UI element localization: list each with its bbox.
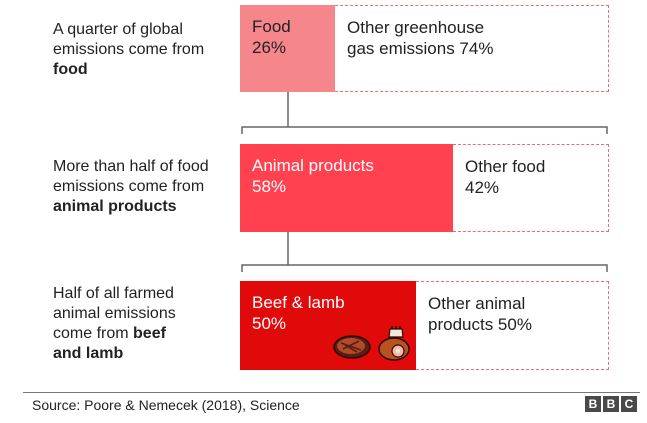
food-bar: Food 26% <box>240 5 335 92</box>
beef-lamb-bar: Beef & lamb 50% <box>240 281 416 370</box>
food-bar-value: 26% <box>252 38 287 57</box>
row-1-label: A quarter of global emissions come from … <box>53 21 205 78</box>
row-3-label: Half of all farmed animal emissions come… <box>53 285 176 362</box>
row-2-label: More than half of food emissions come fr… <box>53 158 209 215</box>
other-emissions-bar: Other greenhouse gas emissions 74% <box>335 5 609 92</box>
other-food-bar: Other food 42% <box>453 144 609 232</box>
footer-divider <box>23 392 640 393</box>
steak-icon <box>333 335 371 359</box>
animal-products-bar: Animal products 58% <box>240 144 453 232</box>
food-bar-name: Food <box>252 17 291 36</box>
other-animal-bar: Other animal products 50% <box>416 281 609 370</box>
connector-1 <box>241 92 608 134</box>
connector-2 <box>241 232 608 272</box>
ham-icon <box>378 326 410 361</box>
source-text: Source: Poore & Nemecek (2018), Science <box>32 397 300 413</box>
bbc-logo: B B C <box>585 396 637 412</box>
